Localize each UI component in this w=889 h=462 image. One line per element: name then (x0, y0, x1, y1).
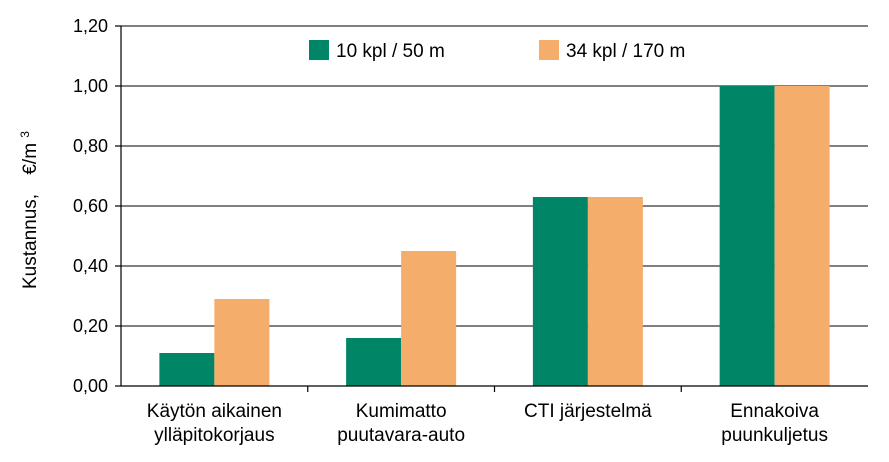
y-tick-labels: 0,00 0,20 0,40 0,60 0,80 1,00 1,20 (73, 16, 108, 396)
bar-series-1 (346, 338, 402, 386)
bars (159, 86, 830, 386)
bar-series-2 (214, 299, 270, 386)
category-label: puutavara-auto (337, 425, 465, 446)
y-tick-label: 0,00 (73, 376, 108, 396)
legend-label: 34 kpl / 170 m (566, 41, 685, 62)
y-axis-unit: €/m (20, 143, 41, 175)
legend-swatch (309, 40, 329, 60)
category-label: Kumimatto (356, 401, 447, 422)
category-label: Ennakoiva (730, 401, 819, 422)
bar-series-1 (532, 197, 588, 386)
axes (115, 25, 868, 392)
category-label: Käytön aikainen (147, 401, 282, 422)
bar-series-2 (587, 197, 643, 386)
category-label: puunkuljetus (721, 425, 828, 446)
bar-series-2 (401, 251, 457, 386)
y-axis-unit-superscript: 3 (18, 131, 32, 138)
category-label: CTI järjestelmä (524, 401, 652, 422)
y-tick-label: 0,40 (73, 256, 108, 276)
category-label: ylläpitokorjaus (154, 425, 274, 446)
y-axis-title: Kustannus, €/m 3 (18, 131, 41, 289)
y-tick-label: 0,20 (73, 316, 108, 336)
y-tick-label: 0,60 (73, 196, 108, 216)
y-tick-label: 1,20 (73, 16, 108, 36)
y-tick-label: 0,80 (73, 136, 108, 156)
y-axis-label-text: Kustannus, (20, 194, 41, 289)
y-axis-label: Kustannus, €/m 3 (18, 131, 41, 289)
bar-series-1 (159, 353, 215, 386)
legend: 10 kpl / 50 m 34 kpl / 170 m (309, 40, 685, 62)
legend-swatch (539, 40, 559, 60)
category-labels: Käytön aikainen ylläpitokorjaus Kumimatto p… (147, 401, 828, 446)
bar-series-1 (719, 86, 775, 386)
y-tick-label: 1,00 (73, 76, 108, 96)
bar-series-2 (774, 86, 830, 386)
legend-label: 10 kpl / 50 m (336, 41, 445, 62)
